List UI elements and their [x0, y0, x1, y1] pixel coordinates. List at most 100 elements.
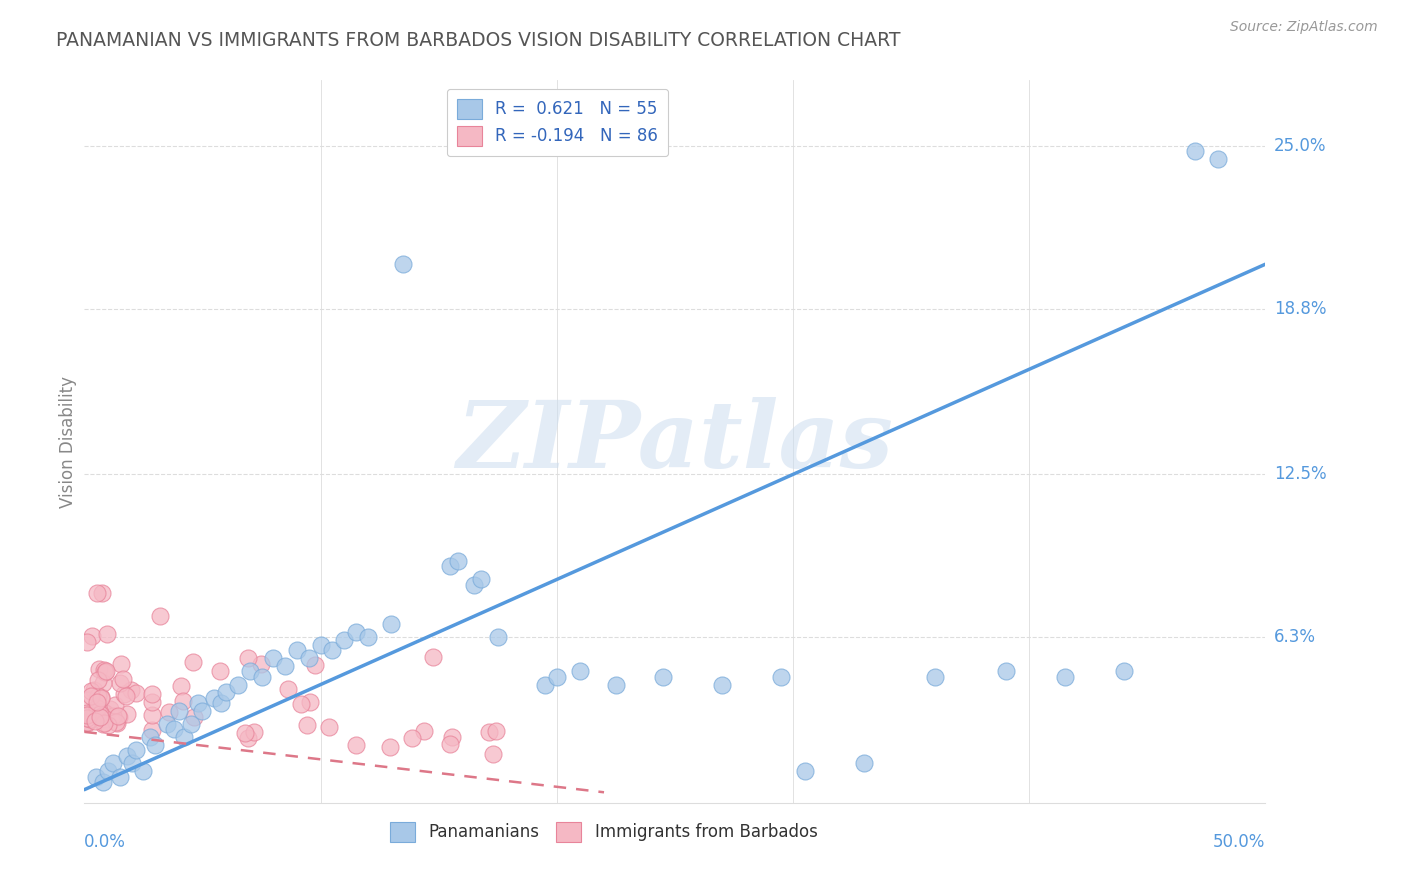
Point — [183, 709, 205, 723]
Point — [238, 731, 260, 745]
Point — [90, 709, 112, 723]
Point — [125, 686, 148, 700]
Point — [172, 694, 194, 708]
Point — [711, 677, 734, 691]
Point — [80, 689, 103, 703]
Point — [104, 714, 127, 729]
Point — [80, 684, 103, 698]
Point — [112, 687, 135, 701]
Point — [110, 676, 132, 690]
Point — [86, 695, 108, 709]
Point — [83, 703, 105, 717]
Point — [93, 675, 115, 690]
Point — [143, 738, 166, 752]
Point — [793, 764, 815, 779]
Point — [110, 657, 132, 671]
Point — [321, 643, 343, 657]
Point — [87, 673, 110, 687]
Point — [132, 764, 155, 779]
Text: 25.0%: 25.0% — [1274, 137, 1326, 155]
Point — [1206, 152, 1229, 166]
Point — [209, 664, 232, 678]
Point — [96, 627, 118, 641]
Point — [439, 559, 461, 574]
Point — [277, 681, 299, 696]
Point — [392, 257, 415, 271]
Point — [401, 731, 423, 746]
Point — [93, 663, 115, 677]
Point — [333, 632, 356, 647]
Point — [149, 609, 172, 624]
Point — [121, 756, 143, 771]
Point — [191, 704, 214, 718]
Text: 18.8%: 18.8% — [1274, 300, 1326, 318]
Point — [93, 715, 115, 730]
Point — [76, 716, 98, 731]
Point — [77, 693, 100, 707]
Point — [115, 689, 138, 703]
Point — [117, 706, 139, 721]
Point — [605, 677, 627, 691]
Point — [569, 665, 592, 679]
Point — [378, 739, 401, 754]
Point — [994, 665, 1017, 679]
Point — [1112, 665, 1135, 679]
Point — [86, 689, 108, 703]
Point — [534, 677, 557, 691]
Point — [84, 714, 107, 729]
Point — [299, 695, 322, 709]
Point — [94, 706, 117, 721]
Point — [120, 683, 142, 698]
Point — [83, 682, 105, 697]
Point — [80, 629, 103, 643]
Point — [163, 723, 186, 737]
Text: PANAMANIAN VS IMMIGRANTS FROM BARBADOS VISION DISABILITY CORRELATION CHART: PANAMANIAN VS IMMIGRANTS FROM BARBADOS V… — [56, 31, 901, 50]
Point — [262, 651, 284, 665]
Point — [86, 700, 108, 714]
Point — [89, 706, 111, 721]
Text: ZIPatlas: ZIPatlas — [457, 397, 893, 486]
Point — [233, 726, 256, 740]
Point — [108, 770, 131, 784]
Point — [215, 685, 238, 699]
Point — [89, 710, 111, 724]
Text: 12.5%: 12.5% — [1274, 466, 1326, 483]
Point — [441, 731, 464, 745]
Point — [173, 730, 195, 744]
Point — [107, 709, 129, 723]
Point — [76, 635, 98, 649]
Point — [91, 585, 114, 599]
Point — [239, 665, 262, 679]
Point — [1053, 670, 1076, 684]
Point — [285, 643, 308, 657]
Point — [105, 715, 128, 730]
Point — [115, 748, 138, 763]
Point — [90, 705, 112, 719]
Point — [101, 756, 124, 771]
Point — [924, 670, 946, 684]
Text: 6.3%: 6.3% — [1274, 628, 1316, 647]
Point — [298, 651, 321, 665]
Point — [94, 665, 117, 679]
Point — [97, 718, 120, 732]
Point — [89, 662, 111, 676]
Point — [84, 770, 107, 784]
Point — [250, 670, 273, 684]
Point — [1184, 145, 1206, 159]
Point — [100, 702, 122, 716]
Point — [478, 724, 501, 739]
Point — [180, 717, 202, 731]
Point — [226, 677, 249, 691]
Point — [481, 747, 503, 761]
Point — [89, 709, 111, 723]
Point — [652, 670, 675, 684]
Point — [243, 725, 266, 739]
Point — [90, 691, 112, 706]
Point — [94, 712, 117, 726]
Point — [202, 690, 225, 705]
Point — [90, 690, 112, 704]
Point — [770, 670, 793, 684]
Point — [79, 712, 101, 726]
Point — [170, 679, 193, 693]
Point — [141, 695, 163, 709]
